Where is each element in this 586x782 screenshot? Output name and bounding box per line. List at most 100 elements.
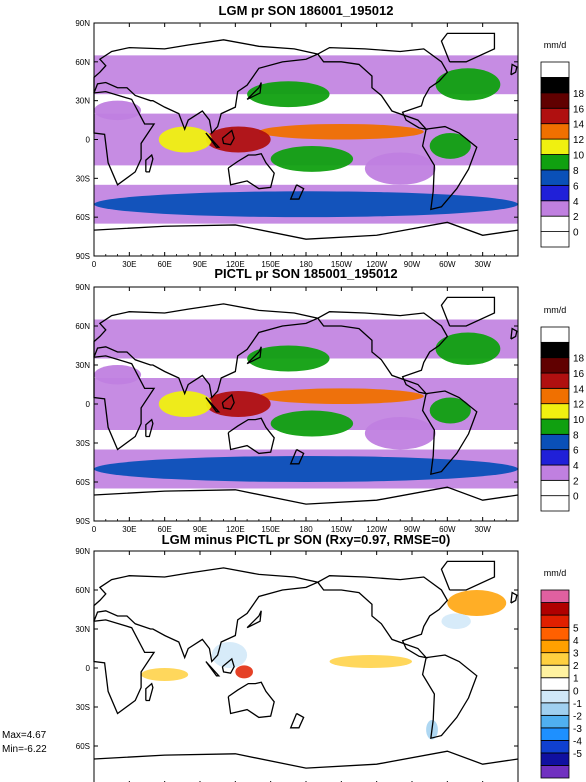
- y-tick-label: 60N: [75, 586, 90, 595]
- colorbar-box: [540, 689, 570, 704]
- colorbar-box: [540, 154, 570, 171]
- coastline-11: [510, 327, 518, 340]
- colorbar-box: [540, 138, 570, 155]
- coastline-7: [145, 418, 154, 438]
- coastline-11: [510, 591, 518, 604]
- coastline-4: [227, 681, 275, 719]
- colorbar-box: [540, 433, 570, 451]
- y-tick-label: 0: [86, 136, 91, 145]
- coastline-10: [246, 346, 262, 365]
- colorbar-box: [540, 123, 570, 140]
- y-tick-label: 60S: [76, 213, 90, 222]
- x-tick-label: 150E: [261, 525, 280, 534]
- colorbar-label: 6: [573, 181, 579, 192]
- coastline-1: [93, 303, 320, 399]
- y-tick-label: 30S: [76, 174, 90, 183]
- x-tick-label: 30E: [122, 525, 136, 534]
- x-tick-label: 0: [92, 525, 97, 534]
- colorbar-label: 12: [573, 400, 585, 411]
- coastline-6: [440, 560, 496, 591]
- x-tick-label: 120E: [226, 525, 245, 534]
- x-tick-label: 90E: [193, 525, 207, 534]
- colorbar-label: 4: [573, 461, 579, 472]
- colorbar-label: 4: [573, 197, 579, 208]
- region-amazon: [429, 133, 471, 159]
- colorbar-box: [540, 589, 570, 603]
- y-tick-label: 60N: [75, 322, 90, 331]
- colorbar-box: [540, 215, 570, 232]
- x-tick-label: 90W: [404, 260, 421, 269]
- region-gulf-stream: [441, 613, 471, 629]
- coastline-1: [93, 567, 320, 663]
- colorbar-box: [540, 765, 570, 779]
- colorbar-label: 4: [573, 636, 579, 647]
- coastline-0: [93, 619, 156, 715]
- coastline-7: [145, 153, 154, 173]
- colorbar-label: 2: [573, 661, 579, 672]
- y-tick-label: 60S: [76, 742, 90, 751]
- colorbar-box: [540, 464, 570, 481]
- region-southern-ocean: [94, 720, 518, 744]
- y-tick-label: 90N: [75, 283, 90, 292]
- coastline-5: [93, 221, 519, 240]
- x-tick-label: 60E: [158, 525, 172, 534]
- region-south-atlantic: [470, 700, 507, 727]
- region-subtropical-se-pacific: [364, 417, 436, 450]
- plot-area: [94, 551, 518, 782]
- colorbar-box: [540, 614, 570, 628]
- colorbar-label: 18: [573, 89, 585, 100]
- x-tick-label: 180: [299, 525, 313, 534]
- colorbar-label: 12: [573, 135, 585, 146]
- coastline-2: [317, 46, 449, 131]
- colorbar-label: 3: [573, 649, 579, 660]
- colorbar-box: [540, 231, 570, 248]
- coastline-4: [227, 417, 275, 455]
- coastline-0: [93, 355, 156, 451]
- x-tick-label: 30W: [474, 260, 491, 269]
- colorbar-box: [540, 372, 570, 389]
- coastline-10: [246, 610, 262, 629]
- y-tick-label: 90S: [76, 517, 90, 526]
- x-tick-label: 0: [92, 260, 97, 269]
- colorbar-box: [540, 418, 570, 435]
- colorbar-box: [540, 107, 570, 125]
- x-tick-label: 60W: [439, 525, 456, 534]
- colorbar-box: [540, 727, 570, 741]
- region-gulf-stream-storm-track: [435, 68, 501, 101]
- y-tick-label: 30S: [76, 439, 90, 448]
- colorbar-label: 2: [573, 212, 579, 223]
- region-itcz-pacific: [258, 123, 424, 140]
- y-tick-label: 30N: [75, 625, 90, 634]
- x-tick-label: 120W: [366, 260, 387, 269]
- colorbar-label: 0: [573, 228, 579, 239]
- colorbar-box: [540, 652, 570, 666]
- y-tick-label: 60S: [76, 478, 90, 487]
- x-tick-label: 150W: [331, 260, 352, 269]
- x-tick-label: 30E: [122, 260, 136, 269]
- colorbar-box: [540, 449, 570, 466]
- coastline-9: [205, 661, 221, 677]
- x-tick-label: 60E: [158, 260, 172, 269]
- colorbar-box: [540, 752, 570, 766]
- colorbar-box: [540, 740, 570, 754]
- colorbar-label: 14: [573, 120, 585, 131]
- colorbar-label: 10: [573, 415, 585, 426]
- region-gulf-stream-storm-track: [435, 332, 501, 365]
- coastline-7: [145, 682, 154, 702]
- region-kuroshio-storm-track: [247, 81, 330, 108]
- colorbar-box: [540, 602, 570, 616]
- y-tick-label: 30S: [76, 703, 90, 712]
- colorbar-box: [540, 357, 570, 374]
- colorbar-box: [540, 403, 570, 420]
- stat-min: Min=-6.22: [2, 744, 47, 755]
- coastline-5: [93, 750, 519, 769]
- coastline-2: [317, 575, 449, 659]
- colorbar-label: 8: [573, 430, 579, 441]
- colorbar-label: -2: [573, 711, 582, 722]
- stat-max: Max=4.67: [2, 730, 47, 741]
- colorbar-label: 16: [573, 369, 585, 380]
- x-tick-label: 180: [299, 260, 313, 269]
- coastline-3: [421, 654, 478, 740]
- region-indian-ocean: [141, 668, 189, 681]
- coastline-3: [421, 390, 478, 476]
